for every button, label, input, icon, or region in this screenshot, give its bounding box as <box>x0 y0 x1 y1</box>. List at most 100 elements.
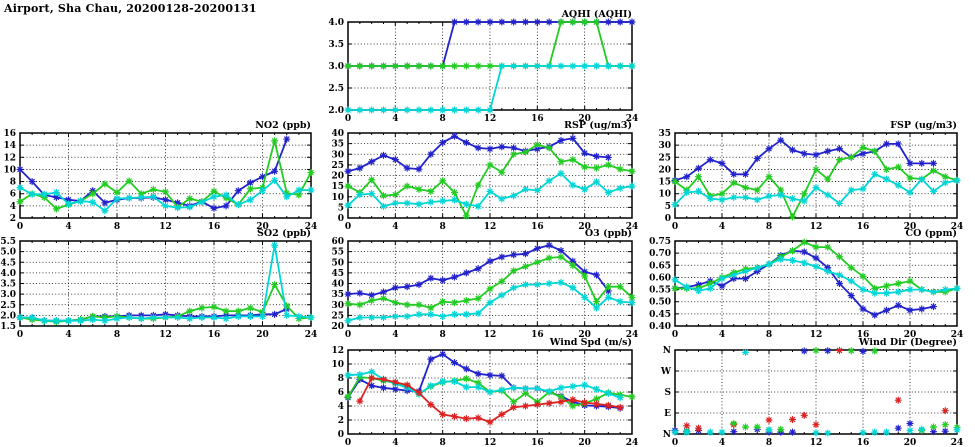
svg-text:0: 0 <box>665 214 671 224</box>
svg-text:0.50: 0.50 <box>649 298 671 308</box>
svg-text:10: 10 <box>3 165 16 175</box>
svg-text:16: 16 <box>857 222 870 232</box>
svg-text:24: 24 <box>305 330 318 340</box>
svg-text:8: 8 <box>114 330 120 340</box>
svg-text:24: 24 <box>951 438 964 447</box>
svg-text:12: 12 <box>810 330 823 340</box>
svg-text:24: 24 <box>951 330 964 340</box>
svg-text:50: 50 <box>331 258 344 268</box>
svg-text:4: 4 <box>65 330 71 340</box>
svg-text:12: 12 <box>484 222 497 232</box>
svg-text:E: E <box>664 409 671 419</box>
svg-text:16: 16 <box>531 222 544 232</box>
svg-text:6: 6 <box>338 388 344 398</box>
svg-text:24: 24 <box>305 222 318 232</box>
svg-text:2.0: 2.0 <box>0 311 16 321</box>
svg-text:25: 25 <box>658 153 671 163</box>
chart-title-wind-speed: Wind Spd (m/s) <box>549 337 632 348</box>
svg-text:4: 4 <box>392 438 398 447</box>
svg-text:20: 20 <box>578 330 591 340</box>
svg-text:4: 4 <box>10 202 16 212</box>
svg-text:35: 35 <box>331 140 344 150</box>
svg-text:20: 20 <box>904 222 917 232</box>
svg-text:8: 8 <box>440 438 446 447</box>
svg-text:16: 16 <box>208 330 221 340</box>
svg-text:20: 20 <box>331 172 344 182</box>
svg-text:4: 4 <box>65 222 71 232</box>
svg-text:0: 0 <box>338 430 344 440</box>
svg-text:2.5: 2.5 <box>0 301 16 311</box>
chart-aqhi: 2.0 2.5 3.0 3.5 4.0 0 4 8 12 16 20 24 <box>328 18 638 124</box>
svg-text:16: 16 <box>857 330 870 340</box>
chart-title-no2: NO2 (ppb) <box>255 120 311 131</box>
svg-text:12: 12 <box>3 153 16 163</box>
svg-text:2.5: 2.5 <box>328 84 344 94</box>
svg-text:W: W <box>660 367 672 377</box>
svg-text:3.0: 3.0 <box>328 62 344 72</box>
svg-text:4: 4 <box>392 222 398 232</box>
svg-text:0: 0 <box>672 222 678 232</box>
svg-text:20: 20 <box>578 222 591 232</box>
svg-text:16: 16 <box>208 222 221 232</box>
svg-text:45: 45 <box>331 269 344 279</box>
chart-title-fsp: FSP (ug/m3) <box>890 120 957 131</box>
svg-text:4: 4 <box>392 114 398 124</box>
svg-text:16: 16 <box>531 330 544 340</box>
svg-text:15: 15 <box>331 182 344 192</box>
svg-text:6: 6 <box>10 190 16 200</box>
svg-text:24: 24 <box>626 114 639 124</box>
svg-text:40: 40 <box>331 280 344 290</box>
chart-title-so2: SO2 (ppb) <box>257 228 311 239</box>
chart-title-o3: O3 (ppb) <box>584 228 632 239</box>
svg-text:12: 12 <box>159 330 172 340</box>
svg-text:24: 24 <box>951 222 964 232</box>
svg-text:10: 10 <box>331 193 344 203</box>
svg-text:40: 40 <box>331 129 344 139</box>
svg-text:12: 12 <box>484 330 497 340</box>
svg-text:4: 4 <box>719 330 725 340</box>
svg-text:4: 4 <box>392 330 398 340</box>
svg-text:0.55: 0.55 <box>649 286 671 296</box>
svg-text:0: 0 <box>338 214 344 224</box>
svg-text:0: 0 <box>345 438 351 447</box>
svg-text:8: 8 <box>766 222 772 232</box>
svg-text:20: 20 <box>658 165 671 175</box>
svg-text:60: 60 <box>331 237 344 247</box>
svg-text:0: 0 <box>345 330 351 340</box>
svg-text:8: 8 <box>440 114 446 124</box>
svg-text:12: 12 <box>159 222 172 232</box>
svg-text:0: 0 <box>345 114 351 124</box>
svg-text:5.0: 5.0 <box>0 248 16 258</box>
svg-text:35: 35 <box>331 290 344 300</box>
svg-text:14: 14 <box>3 141 16 151</box>
chart-title-co: CO (ppm) <box>905 228 957 239</box>
svg-text:30: 30 <box>658 141 671 151</box>
svg-text:4: 4 <box>719 438 725 447</box>
svg-text:55: 55 <box>331 248 344 258</box>
svg-text:20: 20 <box>331 322 344 332</box>
svg-text:0: 0 <box>672 438 678 447</box>
svg-text:20: 20 <box>904 330 917 340</box>
svg-text:30: 30 <box>331 301 344 311</box>
svg-text:8: 8 <box>766 438 772 447</box>
svg-text:16: 16 <box>857 438 870 447</box>
svg-text:25: 25 <box>331 311 344 321</box>
svg-text:16: 16 <box>531 114 544 124</box>
svg-text:12: 12 <box>810 222 823 232</box>
svg-text:12: 12 <box>331 346 344 356</box>
svg-text:0: 0 <box>345 222 351 232</box>
svg-text:3.0: 3.0 <box>0 290 16 300</box>
svg-text:35: 35 <box>658 129 671 139</box>
svg-text:20: 20 <box>578 438 591 447</box>
svg-text:4: 4 <box>719 222 725 232</box>
svg-text:15: 15 <box>658 178 671 188</box>
svg-text:5: 5 <box>665 202 671 212</box>
svg-text:24: 24 <box>626 330 639 340</box>
chart-co: 0.40 0.45 0.50 0.55 0.60 0.65 0.70 0.75 0 4 8 12 16 2… <box>649 237 963 340</box>
svg-text:0.75: 0.75 <box>649 237 671 247</box>
